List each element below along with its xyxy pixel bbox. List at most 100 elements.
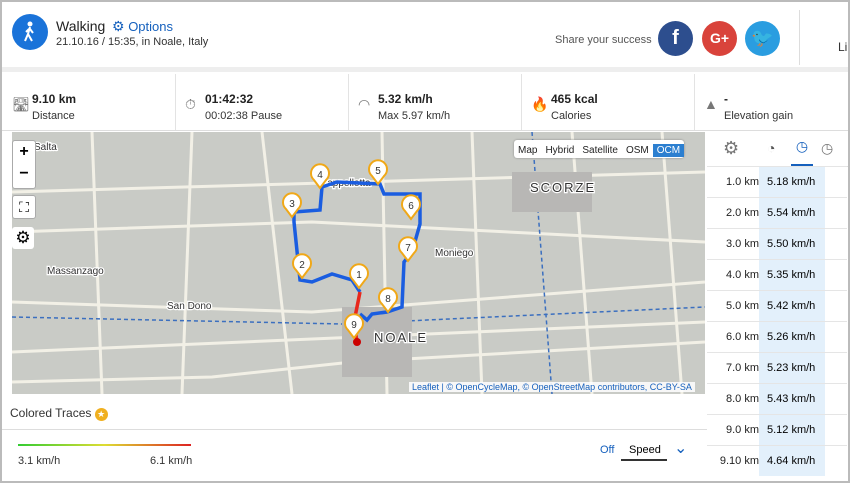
stat-label: 00:02:38 Pause	[205, 110, 283, 122]
map-marker[interactable]	[378, 287, 398, 314]
stat-value: 01:42:32	[205, 92, 254, 106]
split-row: 3.0 km 5.50 km/h	[707, 228, 847, 259]
speed-gradient	[18, 444, 191, 446]
stat-value: -	[724, 92, 728, 106]
layer-button[interactable]: Hybrid	[545, 145, 575, 156]
marker-label: 2	[299, 260, 305, 271]
road	[660, 132, 684, 394]
road	[12, 280, 705, 314]
split-speed: 5.54 km/h	[767, 207, 816, 219]
split-row: 8.0 km 5.43 km/h	[707, 383, 847, 414]
route	[292, 180, 422, 323]
stat-cell: 🛣 9.10 km Distance	[2, 74, 176, 130]
marker-label: 6	[408, 201, 414, 212]
fullscreen-button[interactable]: ⛶	[12, 195, 36, 219]
split-speed-cell: 4.64 km/h	[759, 446, 825, 476]
stat-value: 465 kcal	[551, 92, 598, 106]
stat-icon: ⏱	[185, 96, 196, 112]
split-speed: 4.64 km/h	[767, 455, 816, 467]
split-speed: 5.18 km/h	[767, 176, 816, 188]
splits-header: ⚙ ◔ ◷ ◷	[707, 132, 848, 167]
marker-label: 5	[375, 166, 381, 177]
traces-mode[interactable]: Speed	[621, 439, 667, 461]
split-speed-cell: 5.42 km/h	[759, 291, 825, 321]
activity-date: 21.10.16 / 15:35, in Noale, Italy	[56, 36, 209, 48]
split-speed-cell: 5.12 km/h	[759, 415, 825, 445]
traces-min: 3.1 km/h	[18, 455, 61, 467]
activity-icon	[12, 14, 48, 50]
split-distance: 4.0 km	[725, 269, 759, 281]
split-speed: 5.42 km/h	[767, 300, 816, 312]
split-speed: 5.50 km/h	[767, 238, 816, 250]
map-marker[interactable]	[282, 192, 302, 219]
stat-cell: ⏱ 01:42:32 00:02:38 Pause	[175, 74, 349, 130]
place-label: San Dono	[167, 301, 212, 312]
google-button[interactable]: G+	[702, 21, 737, 56]
layer-button[interactable]: Map	[518, 145, 538, 156]
traces-title-text: Colored Traces	[10, 406, 92, 420]
start-point	[353, 338, 361, 346]
traces-max: 6.1 km/h	[150, 455, 193, 467]
map-marker[interactable]	[368, 159, 388, 186]
zoom-control[interactable]: + −	[12, 140, 36, 189]
split-speed: 5.43 km/h	[767, 393, 816, 405]
split-row: 1.0 km 5.18 km/h	[707, 166, 847, 197]
split-distance: 5.0 km	[725, 300, 759, 312]
road	[180, 132, 194, 394]
split-distance: 1.0 km	[725, 176, 759, 188]
split-speed: 5.26 km/h	[767, 331, 816, 343]
split-distance: 3.0 km	[725, 238, 759, 250]
layer-button[interactable]: OSM	[625, 145, 649, 156]
split-distance: 6.0 km	[725, 331, 759, 343]
stat-cell: ▲ - Elevation gain	[694, 74, 848, 130]
map-marker[interactable]	[310, 163, 330, 190]
split-row: 9.10 km 4.64 km/h	[707, 445, 847, 476]
map-marker[interactable]	[398, 236, 418, 263]
options-text[interactable]: Options	[128, 19, 173, 34]
traces-off[interactable]: Off	[600, 444, 615, 456]
split-row: 2.0 km 5.54 km/h	[707, 197, 847, 228]
split-row: 6.0 km 5.26 km/h	[707, 321, 847, 352]
stat-icon: 🔥	[531, 96, 549, 112]
map-marker[interactable]	[401, 194, 421, 221]
split-row: 9.0 km 5.12 km/h	[707, 414, 847, 445]
separator	[799, 10, 800, 65]
twitter-button[interactable]: 🐦	[745, 21, 780, 56]
place-label: SCORZE	[530, 180, 596, 195]
split-row: 4.0 km 5.35 km/h	[707, 259, 847, 290]
dropdown-arrow[interactable]: ⌄	[674, 440, 688, 457]
stat-label: Calories	[551, 110, 592, 122]
map-marker[interactable]	[344, 313, 364, 340]
split-speed: 5.12 km/h	[767, 424, 816, 436]
map-marker[interactable]	[292, 253, 312, 280]
split-speed: 5.35 km/h	[767, 269, 816, 281]
facebook-button[interactable]: f	[658, 21, 693, 56]
layer-switcher[interactable]: Map Hybrid Satellite OSM OCM	[514, 140, 685, 158]
road	[12, 340, 705, 384]
place-label: NOALE	[374, 330, 428, 345]
layer-button[interactable]: OCM	[652, 144, 685, 157]
place-label: Salta	[34, 142, 57, 153]
divider	[2, 429, 707, 430]
split-speed-cell: 5.35 km/h	[759, 260, 825, 290]
split-speed-cell: 5.50 km/h	[759, 229, 825, 259]
marker-label: 8	[385, 294, 391, 305]
stat-cell: 🔥 465 kcal Calories	[521, 74, 695, 130]
activity-title: Walking	[56, 18, 106, 34]
map-marker[interactable]	[349, 263, 369, 290]
road	[260, 132, 294, 394]
split-distance: 7.0 km	[725, 362, 759, 374]
share-text: Share your success	[555, 34, 652, 46]
stat-icon: ▲	[704, 96, 718, 112]
map-attribution[interactable]: Leaflet | © OpenCycleMap, © OpenStreetMa…	[409, 382, 695, 392]
marker-label: 3	[289, 199, 295, 210]
divider	[2, 130, 848, 131]
settings-button[interactable]: ⚙	[12, 227, 34, 249]
marker-label: 9	[351, 320, 357, 331]
stat-icon: 🛣	[12, 96, 30, 112]
split-speed-cell: 5.23 km/h	[759, 353, 825, 383]
options-link[interactable]: ⚙ Options	[112, 18, 173, 34]
layer-button[interactable]: Satellite	[582, 145, 618, 156]
